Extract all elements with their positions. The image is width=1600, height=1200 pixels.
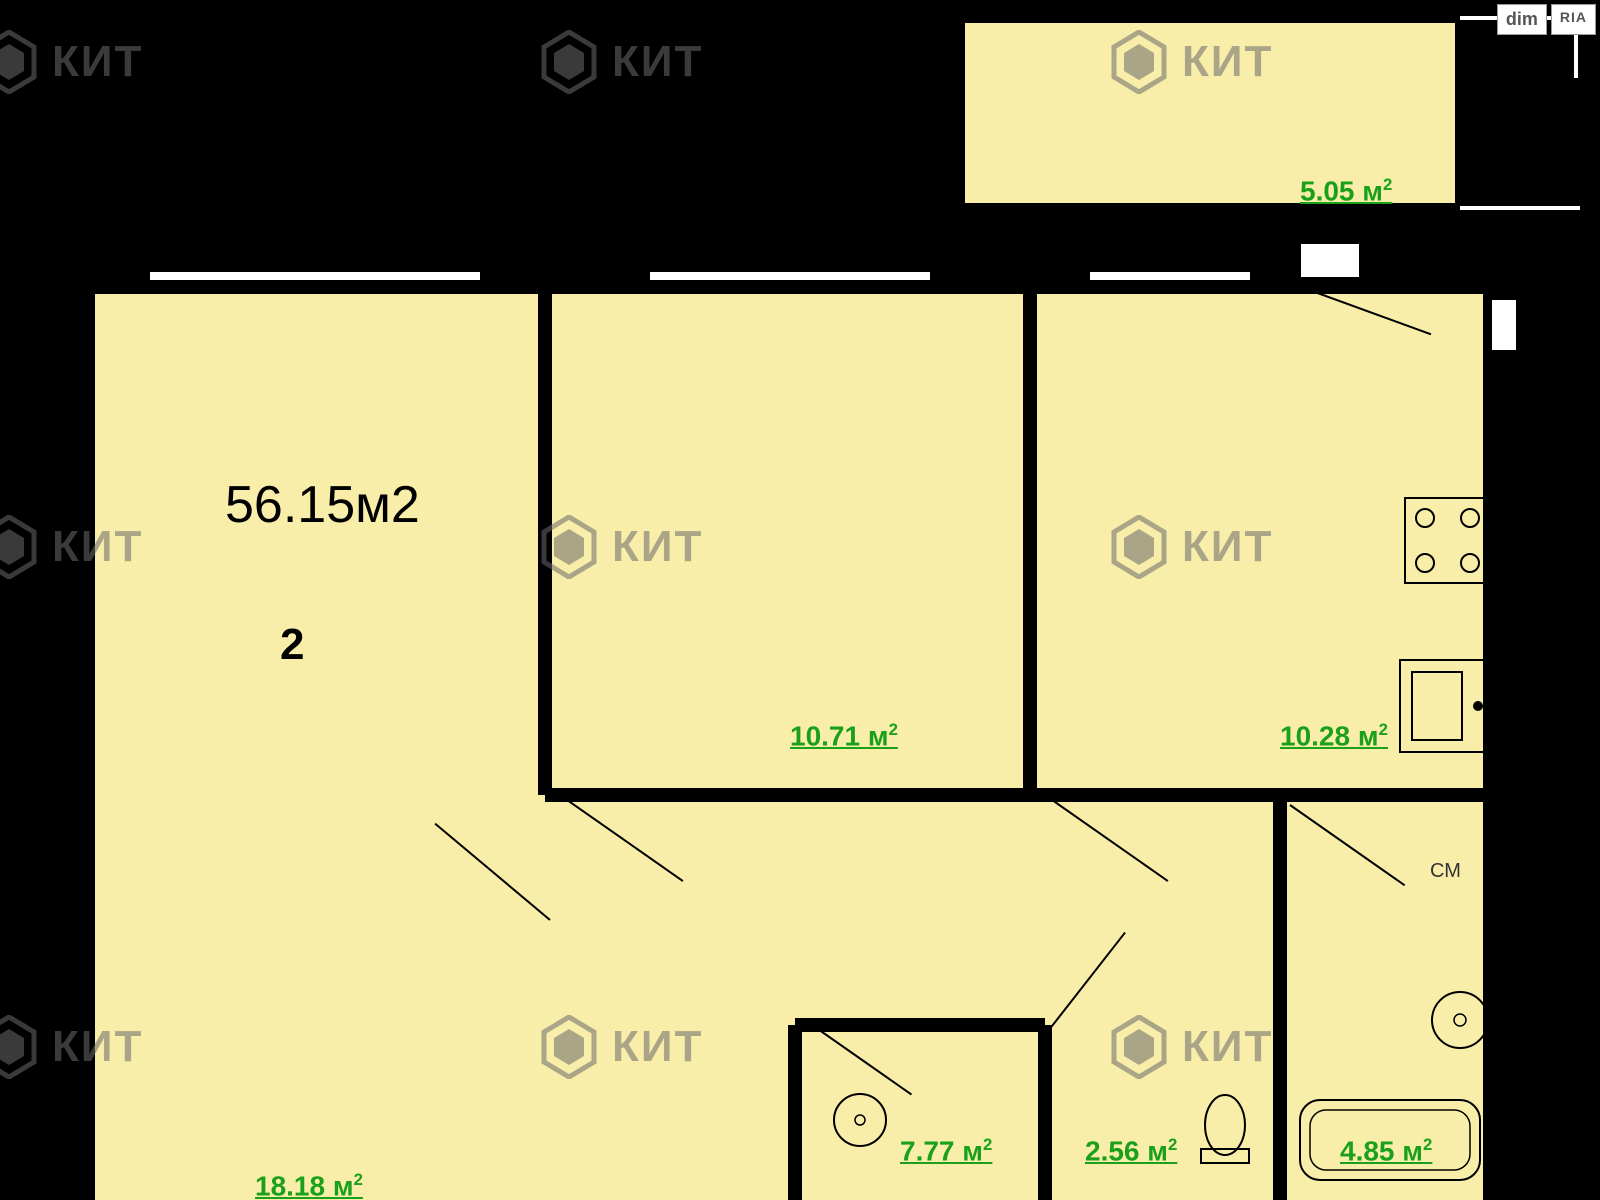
room-area-label: 5.05 м2 — [1300, 175, 1392, 207]
floorplan-stage: 56.15м2 2 dim RIA 5.05 м2 10.71 м2 10.28 м… — [0, 0, 1600, 1200]
total-area-label: 56.15м2 — [225, 475, 420, 535]
room-area-label: 2.56 м2 — [1085, 1135, 1177, 1167]
room-area-label: 7.77 м2 — [900, 1135, 992, 1167]
room-area-label: 10.71 м2 — [790, 720, 898, 752]
unit-number-label: 2 — [280, 620, 304, 670]
badge-ria: RIA — [1551, 4, 1596, 35]
room-area-label: 18.18 м2 — [255, 1170, 363, 1200]
room-area-label: 10.28 м2 — [1280, 720, 1388, 752]
room-area-label: 4.85 м2 — [1340, 1135, 1432, 1167]
corner-badges: dim RIA — [1493, 0, 1600, 39]
badge-dim: dim — [1497, 4, 1547, 35]
washer-label: СМ — [1430, 860, 1461, 883]
